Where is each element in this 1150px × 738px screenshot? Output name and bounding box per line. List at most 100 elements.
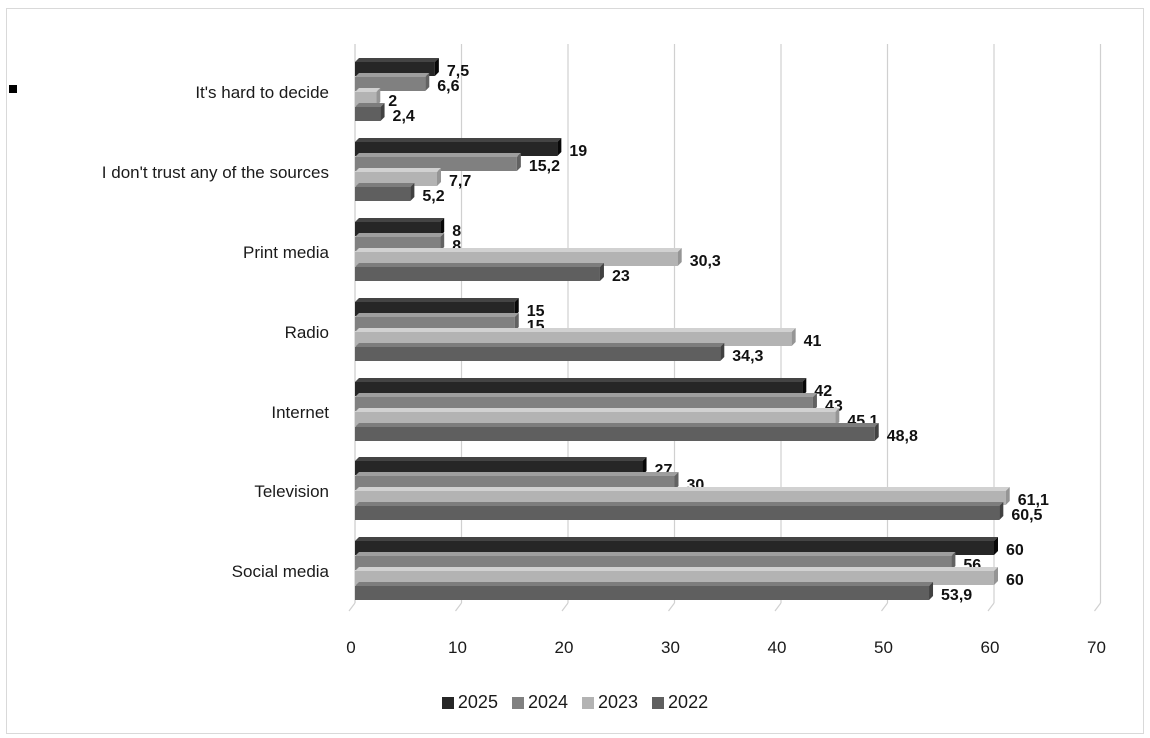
- data-label: 34,3: [732, 348, 763, 365]
- gridline-floor: [881, 602, 888, 612]
- legend-label: 2022: [668, 692, 709, 712]
- bar-top-face: [355, 502, 1004, 506]
- data-label: 5,2: [422, 188, 444, 205]
- gridline-floor: [455, 602, 462, 612]
- data-label: 60,5: [1011, 507, 1042, 524]
- category-label: Social media: [232, 562, 330, 581]
- bar: [355, 317, 515, 331]
- bar-top-face: [355, 183, 415, 187]
- data-label: 41: [804, 333, 822, 350]
- bar: [355, 252, 678, 266]
- data-label: 61,1: [1018, 492, 1049, 509]
- data-label: 23: [612, 268, 630, 285]
- gridline-floor: [561, 602, 569, 612]
- bar-top-face: [355, 248, 682, 252]
- x-tick-label: 10: [448, 638, 467, 657]
- bar-side-face: [440, 233, 445, 251]
- legend-item: 2023: [582, 692, 638, 713]
- bar: [355, 586, 930, 600]
- bar-top-face: [355, 393, 817, 397]
- bar-top-face: [355, 567, 998, 571]
- bar-side-face: [835, 408, 840, 426]
- bar: [355, 541, 994, 555]
- bar: [355, 556, 952, 570]
- bar-top-face: [355, 537, 998, 541]
- category-label: It's hard to decide: [195, 83, 329, 102]
- bar-top-face: [355, 88, 381, 92]
- x-tick-label: 40: [768, 638, 787, 657]
- data-label: 15,2: [529, 158, 560, 175]
- legend-item: 2025: [441, 692, 498, 713]
- bar-top-face: [355, 487, 1010, 491]
- bar-side-face: [516, 153, 521, 171]
- category-label: Print media: [243, 243, 330, 262]
- legend-swatch: [652, 696, 665, 709]
- bar-side-face: [440, 218, 445, 236]
- bar-top-face: [355, 343, 725, 347]
- bar-top-face: [355, 168, 442, 172]
- bar-side-face: [434, 58, 439, 76]
- data-label: 42: [814, 383, 832, 400]
- data-label: 7,7: [449, 173, 471, 190]
- bar: [355, 187, 411, 201]
- bar-top-face: [355, 328, 796, 332]
- bar: [355, 92, 377, 106]
- gridline-floor: [987, 602, 995, 612]
- chart-frame: [6, 8, 1144, 734]
- bar: [355, 461, 643, 475]
- bar: [355, 491, 1006, 505]
- bar-top-face: [355, 138, 562, 142]
- bar-top-face: [355, 58, 439, 62]
- bar-top-face: [355, 153, 521, 157]
- legend-item: 2022: [652, 692, 708, 713]
- bar: [355, 172, 438, 186]
- bar: [355, 62, 435, 76]
- bar-side-face: [437, 168, 442, 186]
- bar: [355, 412, 836, 426]
- bar-top-face: [355, 313, 519, 317]
- bar-top-face: [355, 408, 840, 412]
- data-label: 7,5: [447, 63, 469, 80]
- legend-swatch: [582, 696, 594, 709]
- bar-side-face: [812, 393, 817, 411]
- legend-swatch: [441, 696, 454, 709]
- bar-side-face: [557, 138, 562, 156]
- data-label: 60: [1006, 572, 1024, 589]
- x-tick-label: 50: [874, 638, 893, 657]
- data-label: 8: [452, 238, 461, 255]
- bar-side-face: [599, 263, 604, 281]
- bar: [355, 77, 426, 91]
- bar-top-face: [355, 472, 679, 476]
- bar-top-face: [355, 233, 445, 237]
- data-label: 19: [569, 143, 587, 160]
- bar-side-face: [994, 567, 998, 585]
- data-label: 2: [388, 93, 397, 110]
- data-label: 15: [527, 303, 545, 320]
- bar-top-face: [355, 263, 604, 267]
- category-label: I don't trust any of the sources: [102, 163, 329, 182]
- bar-top-face: [355, 298, 519, 302]
- bar: [355, 427, 875, 441]
- bar-side-face: [425, 73, 430, 91]
- bar-top-face: [355, 218, 445, 222]
- data-label: 8: [452, 223, 461, 240]
- bar: [355, 347, 721, 361]
- bar-side-face: [376, 88, 381, 106]
- x-tick-label: 20: [555, 638, 574, 657]
- bar-top-face: [355, 103, 385, 107]
- data-label: 48,8: [887, 428, 918, 445]
- bar-side-face: [791, 328, 796, 346]
- gridline-floor: [348, 602, 356, 612]
- gridline-floor: [774, 602, 782, 612]
- bar-side-face: [410, 183, 415, 201]
- legend: 2025 2024 2023 2022: [0, 692, 1150, 713]
- legend-swatch: [511, 696, 524, 709]
- bar: [355, 157, 517, 171]
- data-label: 53,9: [941, 587, 972, 604]
- data-label: 2,4: [393, 108, 415, 125]
- bar-top-face: [355, 552, 956, 556]
- bar-side-face: [994, 537, 998, 555]
- bar-side-face: [929, 582, 934, 600]
- legend-label: 2024: [527, 692, 568, 712]
